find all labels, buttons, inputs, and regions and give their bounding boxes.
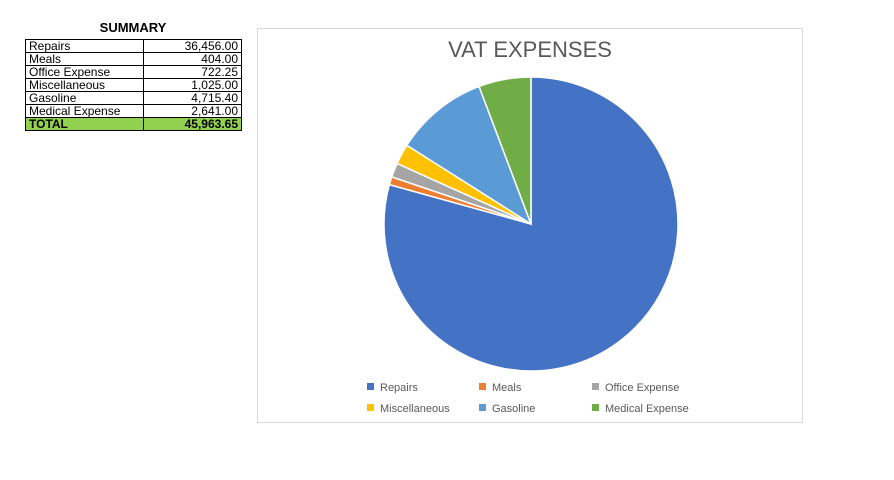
chart-area: VAT EXPENSES Repairs Meals Office Expense M…: [257, 28, 803, 423]
legend-label: Gasoline: [492, 403, 536, 415]
legend-label: Medical Expense: [605, 403, 689, 415]
row-value: 36,456.00: [143, 39, 242, 53]
legend-label: Office Expense: [605, 382, 680, 394]
legend-item-gasoline: Gasoline: [479, 403, 535, 415]
summary-title: SUMMARY: [99, 20, 167, 35]
legend-swatch: [592, 404, 599, 411]
pie-chart: [383, 76, 679, 372]
table-row: Office Expense 722.25: [25, 65, 242, 79]
legend-label: Meals: [492, 382, 522, 394]
summary-table: Repairs 36,456.00 Meals 404.00 Office Expens…: [25, 39, 242, 131]
legend-label: Repairs: [380, 382, 418, 394]
table-row: Gasoline 4,715.40: [25, 91, 242, 105]
table-row: Meals 404.00: [25, 52, 242, 66]
table-row: Repairs 36,456.00: [25, 39, 242, 53]
table-row: Medical Expense 2,641.00: [25, 104, 242, 118]
legend-label: Miscellaneous: [380, 403, 450, 415]
chart-title: VAT EXPENSES: [448, 37, 612, 62]
legend-swatch: [479, 383, 486, 390]
total-value: 45,963.65: [143, 117, 242, 131]
legend-swatch: [367, 404, 374, 411]
row-value: 404.00: [143, 52, 242, 66]
row-value: 722.25: [143, 65, 242, 79]
row-value: 4,715.40: [143, 91, 242, 105]
legend-item-meals: Meals: [479, 382, 521, 394]
legend-item-medical-expense: Medical Expense: [592, 403, 689, 415]
row-label: Medical Expense: [25, 104, 144, 118]
row-label: Repairs: [25, 39, 144, 53]
table-row: Miscellaneous 1,025.00: [25, 78, 242, 92]
legend-swatch: [367, 383, 374, 390]
row-label: Miscellaneous: [25, 78, 144, 92]
row-label: Meals: [25, 52, 144, 66]
row-label: Gasoline: [25, 91, 144, 105]
pie-slice-gasoline: [405, 85, 533, 226]
legend-swatch: [479, 404, 486, 411]
total-label: TOTAL: [25, 117, 144, 131]
legend-item-office-expense: Office Expense: [592, 382, 679, 394]
pie-slice-medical-expense: [478, 76, 532, 225]
total-row: TOTAL 45,963.65: [25, 117, 242, 131]
legend-swatch: [592, 383, 599, 390]
row-label: Office Expense: [25, 65, 144, 79]
row-value: 2,641.00: [143, 104, 242, 118]
legend-item-miscellaneous: Miscellaneous: [367, 403, 450, 415]
legend-item-repairs: Repairs: [367, 382, 418, 394]
row-value: 1,025.00: [143, 78, 242, 92]
pie-slice-repairs: [383, 76, 679, 372]
